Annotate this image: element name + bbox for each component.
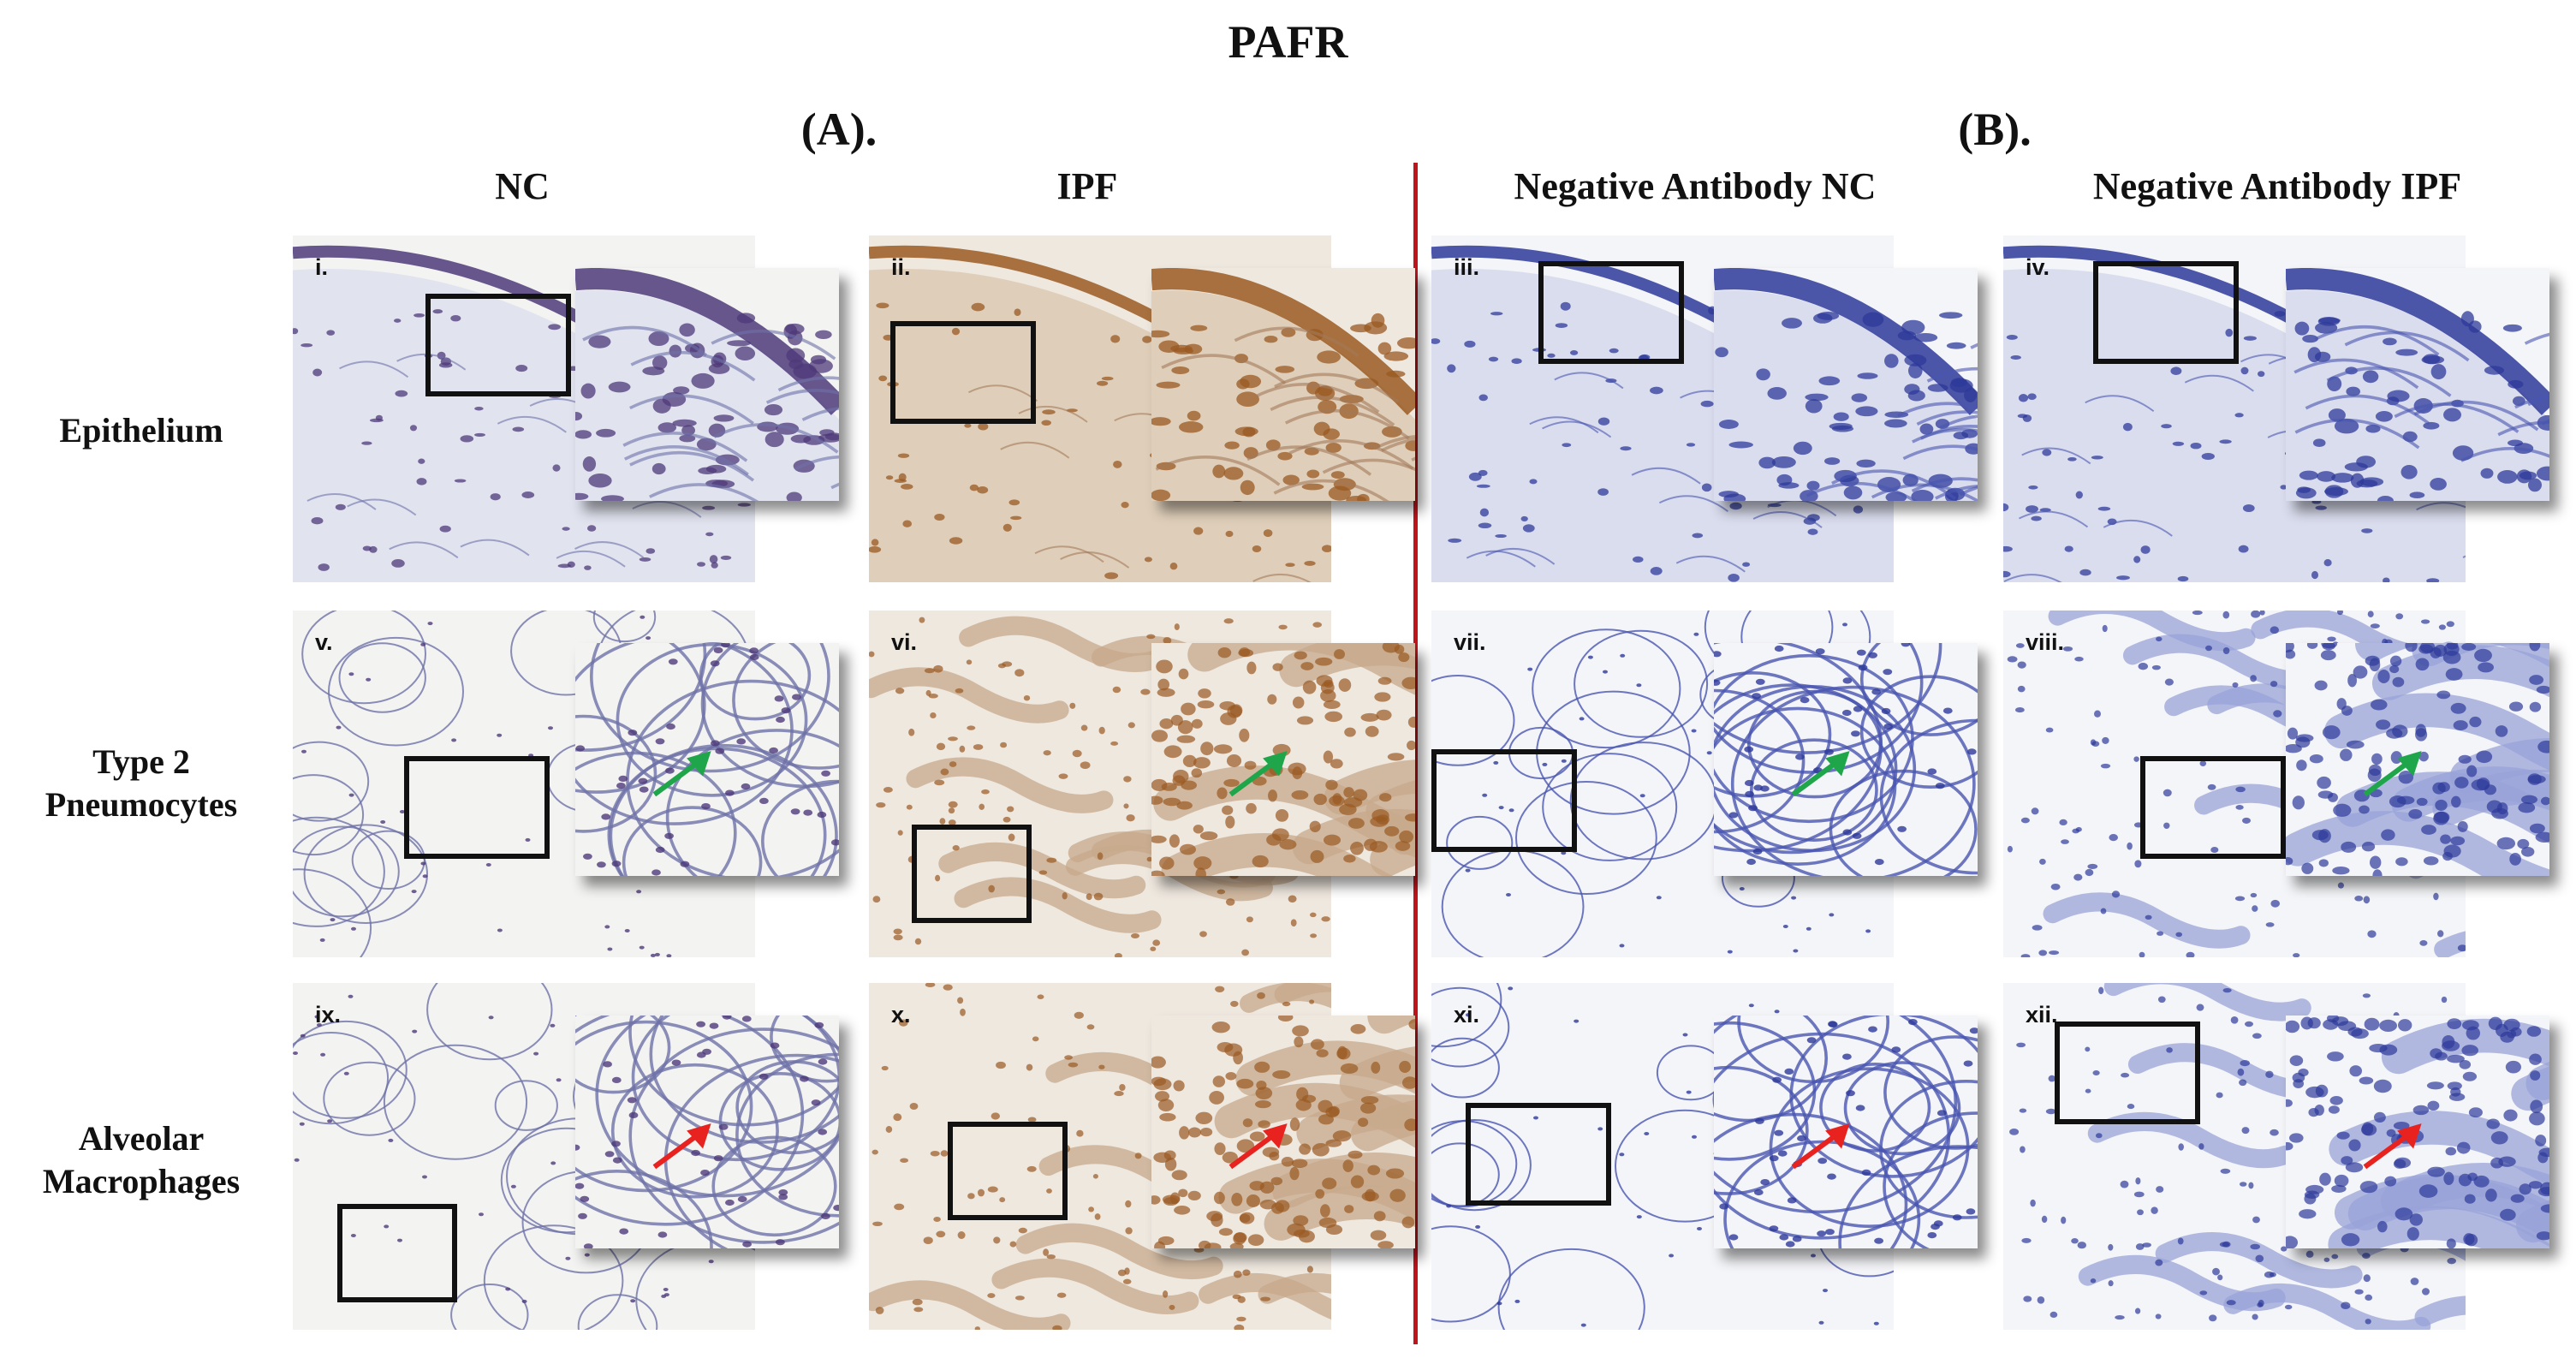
panel-number: xi. <box>1454 1002 1480 1028</box>
selection-box <box>2093 261 2239 364</box>
column-header-nc: NC <box>495 165 550 207</box>
panel-number: vi. <box>891 629 918 655</box>
panel-number: ix. <box>315 1002 342 1028</box>
red-arrow-icon <box>652 1123 711 1170</box>
column-header-negative-ipf: Negative Antibody IPF <box>2092 165 2462 207</box>
panel-number: iv. <box>2026 254 2050 280</box>
magnified-inset <box>1714 1016 1978 1248</box>
selection-box <box>1538 261 1684 364</box>
column-header-negative-nc: Negative Antibody NC <box>1514 165 1877 207</box>
selection-box <box>1431 749 1577 852</box>
red-arrow-icon <box>1229 1123 1288 1170</box>
selection-box <box>1466 1103 1611 1206</box>
row-label-type2-pneumocytes: Type 2 Pneumocytes <box>45 742 238 824</box>
selection-box <box>2140 756 2286 859</box>
green-arrow-icon <box>2363 751 2422 797</box>
column-header-ipf: IPF <box>1056 165 1118 207</box>
magnified-inset <box>575 643 839 876</box>
magnified-inset <box>575 268 839 501</box>
magnified-inset <box>575 1016 839 1248</box>
selection-box <box>890 321 1036 424</box>
magnified-inset <box>1714 268 1978 501</box>
panel-number: vii. <box>1454 629 1486 655</box>
panel-number: i. <box>315 254 329 280</box>
red-arrow-icon <box>1791 1123 1850 1170</box>
magnified-inset <box>1151 643 1415 876</box>
selection-box <box>337 1204 457 1302</box>
selection-box <box>948 1122 1068 1220</box>
green-arrow-icon <box>1229 751 1288 797</box>
row-label-epithelium: Epithelium <box>59 411 223 450</box>
green-arrow-icon <box>1791 751 1850 797</box>
selection-box <box>425 294 571 396</box>
red-arrow-icon <box>2363 1123 2422 1170</box>
section-divider <box>1413 163 1418 1344</box>
magnified-inset <box>1151 268 1415 501</box>
magnified-inset <box>2286 1016 2549 1248</box>
panel-number: xii. <box>2026 1002 2058 1028</box>
row-label-alveolar-macrophages: Alveolar Macrophages <box>42 1119 241 1200</box>
panel-number: viii. <box>2026 629 2065 655</box>
selection-box <box>2055 1022 2200 1124</box>
green-arrow-icon <box>652 751 711 797</box>
magnified-inset <box>1151 1016 1415 1248</box>
panel-number: x. <box>891 1002 911 1028</box>
magnified-inset <box>2286 643 2549 876</box>
magnified-inset <box>2286 268 2549 501</box>
panel-number: v. <box>315 629 333 655</box>
panel-number: iii. <box>1454 254 1480 280</box>
selection-box <box>912 825 1032 923</box>
figure-title: PAFR <box>1228 16 1348 68</box>
panel-number: ii. <box>891 254 911 280</box>
section-a-label: (A). <box>800 104 878 155</box>
section-b-label: (B). <box>1958 104 2032 155</box>
selection-box <box>404 756 550 859</box>
magnified-inset <box>1714 643 1978 876</box>
